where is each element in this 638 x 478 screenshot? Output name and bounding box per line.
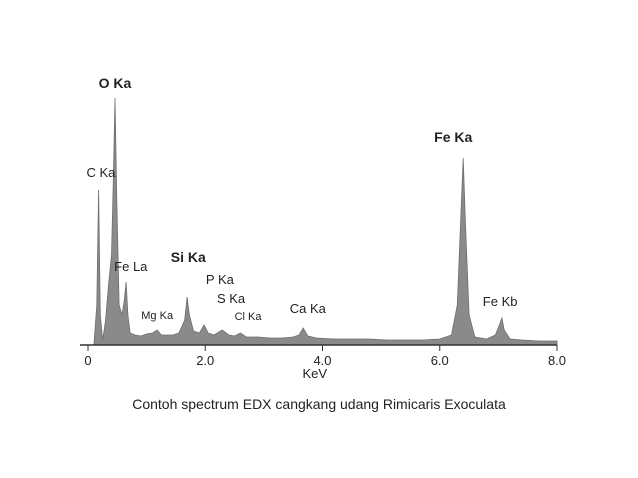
x-tick-label: 4.0 bbox=[313, 353, 331, 368]
peak-label: C Ka bbox=[86, 165, 116, 180]
peak-label: Fe Kb bbox=[483, 294, 518, 309]
peak-label: Si Ka bbox=[171, 249, 206, 265]
peak-label: Fe La bbox=[114, 259, 148, 274]
peak-label: O Ka bbox=[99, 75, 132, 91]
x-tick-label: 8.0 bbox=[548, 353, 566, 368]
peak-label: Fe Ka bbox=[434, 129, 472, 145]
peak-label: S Ka bbox=[217, 291, 246, 306]
x-axis-label: KeV bbox=[303, 366, 328, 381]
peak-label: Ca Ka bbox=[290, 301, 327, 316]
chart-caption: Contoh spectrum EDX cangkang udang Rimic… bbox=[132, 396, 506, 412]
x-tick-label: 6.0 bbox=[431, 353, 449, 368]
peak-label: P Ka bbox=[206, 272, 235, 287]
spectrum-area bbox=[93, 97, 558, 346]
peak-label: Cl Ka bbox=[235, 311, 263, 323]
x-tick-label: 0 bbox=[84, 353, 91, 368]
x-tick-label: 2.0 bbox=[196, 353, 214, 368]
peak-label: Mg Ka bbox=[141, 310, 174, 322]
